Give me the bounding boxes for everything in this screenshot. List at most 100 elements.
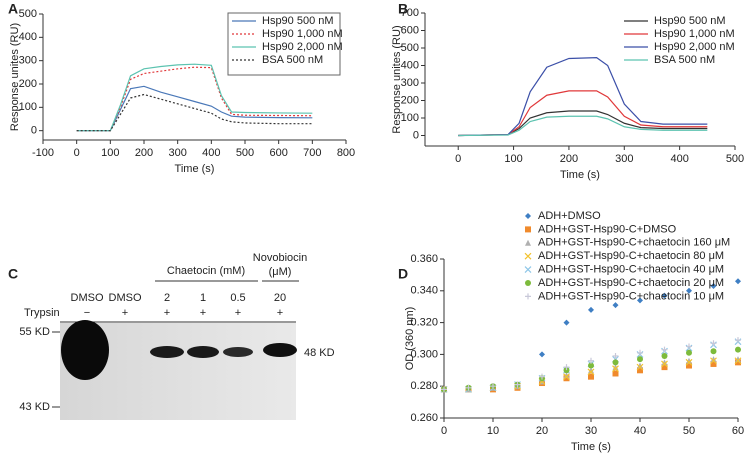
marker [636,363,644,371]
x-tick-label: 500 [726,153,744,165]
x-axis-label: Time (s) [571,441,611,453]
marker [563,319,570,326]
panel-label: A [8,1,18,17]
marker [661,364,668,371]
marker [588,362,594,369]
marker [563,372,570,379]
y-tick-label: 400 [19,31,37,43]
marker [710,348,717,355]
marker [612,365,619,373]
series-line [458,90,708,137]
x-tick-label: 300 [168,147,186,159]
x-tick-label: 30 [585,425,597,437]
legend-label: ADH+GST-Hsp90-C+chaetocin 80 μM [538,250,724,262]
group-label: Chaetocin (mM) [167,265,245,277]
trypsin-sign: + [277,307,283,319]
series-line [76,66,313,132]
lane-label: 1 [200,292,206,304]
y-axis-label: Response unites (RU) [391,25,403,133]
y-tick-label: 700 [401,7,419,19]
marker [637,367,643,374]
marker [686,357,692,364]
marker [563,364,570,371]
legend-label: BSA 500 nM [654,54,715,66]
marker [686,287,692,294]
marker [735,346,741,353]
marker [588,357,594,364]
y-tick-label: 400 [401,59,419,71]
x-tick-label: 10 [487,425,499,437]
lane-label: DMSO [109,292,142,304]
band [263,343,297,357]
marker [524,252,532,260]
band [223,347,253,357]
marker [514,381,521,388]
x-tick-label: 300 [615,153,633,165]
marker [525,280,531,286]
y-tick-label: 500 [19,8,37,20]
x-tick-label: -100 [32,147,54,159]
trypsin-sign: + [122,307,128,319]
y-tick-label: 300 [19,55,37,67]
marker [524,266,532,274]
series-line [76,63,313,132]
marker [686,362,692,369]
marker [612,364,619,371]
x-tick-label: 20 [536,425,548,437]
marker [710,283,717,290]
marker [612,352,619,359]
y-tick-label: 200 [401,94,419,106]
marker [735,356,741,363]
x-tick-label: 200 [135,147,153,159]
x-tick-label: 100 [504,153,522,165]
marker [588,373,594,380]
y-tick-label: 0 [31,125,37,137]
marker [587,368,595,376]
panel-label: B [398,1,408,17]
marker [637,297,643,304]
marker [686,343,692,350]
x-tick-label: 0 [441,425,447,437]
series-line [458,110,708,137]
x-tick-label: 0 [74,147,80,159]
y-tick-label: 600 [401,24,419,36]
band [150,346,184,358]
y-tick-label: 0.320 [410,317,438,329]
y-tick-label: 300 [401,77,419,89]
y-tick-label: 0.340 [410,285,438,297]
marker [661,346,668,353]
marker [637,362,643,369]
x-tick-label: 400 [670,153,688,165]
y-tick-label: 200 [19,78,37,90]
legend-label: Hsp90 2,000 nM [654,41,735,53]
marker [637,356,643,363]
panel-label: C [8,266,18,282]
y-tick-label: 100 [19,101,37,113]
legend-label: ADH+GST-Hsp90-C+chaetocin 160 μM [538,237,730,249]
y-tick-label: 0.300 [410,348,438,360]
series-line [76,93,313,132]
legend-label: Hsp90 1,000 nM [262,28,343,40]
x-tick-label: 800 [337,147,355,159]
marker [539,373,545,380]
legend-label: ADH+GST-Hsp90-C+chaetocin 10 μM [538,290,724,302]
marker [563,367,570,374]
y-tick-label: 0 [413,129,419,141]
legend-label: Hsp90 2,000 nM [262,41,343,53]
y-axis-label: OD (360 nm) [404,307,416,371]
legend-label: Hsp90 1,000 nM [654,28,735,40]
y-axis-label: Response unites (RU) [9,23,21,131]
x-tick-label: 50 [683,425,695,437]
marker [612,359,619,366]
marker [710,356,717,363]
marker [563,373,570,381]
marker [525,239,531,246]
y-tick-label: 0.260 [410,412,438,424]
marker [612,302,619,309]
trypsin-sign: + [200,307,206,319]
marker [525,226,531,233]
band [61,320,109,380]
marker [525,293,531,300]
x-axis-label: Time (s) [175,163,215,175]
